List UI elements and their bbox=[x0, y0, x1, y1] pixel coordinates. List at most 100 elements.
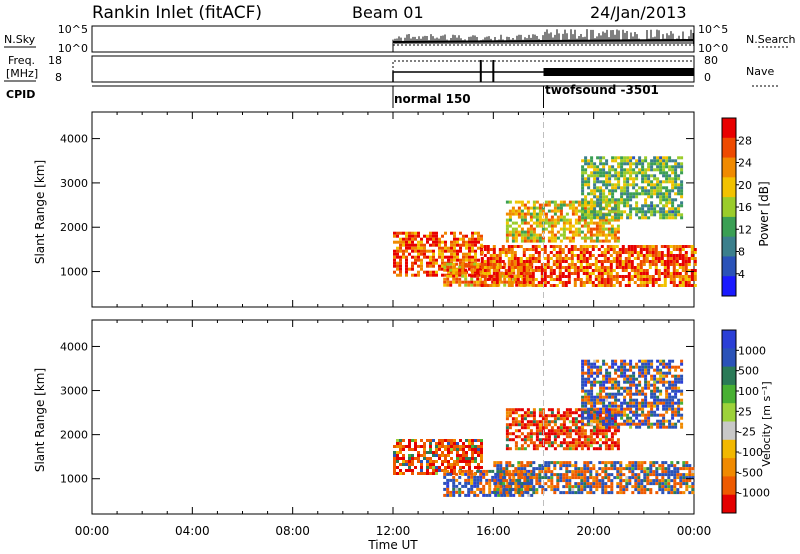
echo-cell bbox=[502, 482, 506, 486]
echo-cell bbox=[638, 389, 642, 393]
echo-cell bbox=[680, 171, 684, 175]
echo-cell bbox=[623, 359, 627, 363]
colorbar-tick-label: 20 bbox=[738, 179, 752, 192]
echo-cell bbox=[595, 435, 599, 439]
echo-cell bbox=[597, 284, 601, 287]
echo-cell bbox=[574, 426, 578, 430]
echo-cell bbox=[653, 210, 657, 214]
echo-cell bbox=[680, 192, 684, 196]
echo-cell bbox=[626, 201, 630, 205]
echo-cell bbox=[641, 213, 645, 217]
echo-cell bbox=[629, 368, 633, 372]
echo-cell bbox=[558, 266, 562, 269]
echo-cell bbox=[562, 447, 566, 451]
echo-cell bbox=[455, 472, 459, 476]
echo-cell bbox=[677, 177, 681, 181]
echo-cell bbox=[642, 281, 646, 284]
echo-cell bbox=[674, 183, 678, 187]
echo-cell bbox=[633, 245, 637, 248]
echo-cell bbox=[508, 438, 512, 442]
echo-cell bbox=[579, 257, 583, 260]
echo-cell bbox=[414, 231, 417, 235]
echo-cell bbox=[577, 215, 581, 219]
echo-cell bbox=[662, 192, 666, 196]
echo-cell bbox=[547, 408, 551, 412]
echo-cell bbox=[676, 491, 680, 495]
echo-cell bbox=[590, 371, 594, 375]
echo-cell bbox=[680, 413, 684, 417]
echo-cell bbox=[584, 210, 588, 214]
echo-cell bbox=[468, 249, 471, 253]
echo-cell bbox=[544, 426, 548, 430]
echo-cell bbox=[638, 171, 642, 175]
echo-cell bbox=[674, 374, 678, 378]
echo-cell bbox=[449, 265, 453, 269]
echo-cell bbox=[521, 493, 525, 497]
echo-cell bbox=[459, 448, 462, 451]
echo-cell bbox=[447, 454, 450, 457]
colorbar-tick-label: 25 bbox=[738, 405, 752, 418]
echo-cell bbox=[671, 416, 675, 420]
echo-cell bbox=[553, 473, 557, 477]
echo-cell bbox=[629, 374, 633, 378]
echo-cell bbox=[640, 464, 644, 468]
echo-cell bbox=[544, 447, 548, 451]
echo-cell bbox=[650, 410, 654, 414]
echo-cell bbox=[446, 274, 450, 278]
echo-cell bbox=[537, 281, 541, 284]
echo-cell bbox=[527, 493, 531, 497]
echo-cell bbox=[599, 386, 603, 390]
echo-cell bbox=[525, 269, 529, 272]
echo-cell bbox=[501, 248, 505, 251]
echo-cell bbox=[661, 491, 665, 495]
echo-cell bbox=[690, 272, 694, 275]
echo-cell bbox=[550, 239, 554, 243]
echo-cell bbox=[565, 212, 569, 216]
echo-cell bbox=[641, 171, 645, 175]
echo-cell bbox=[576, 269, 580, 272]
echo-cell bbox=[655, 470, 659, 474]
echo-cell bbox=[513, 278, 517, 281]
echo-cell bbox=[652, 470, 656, 474]
echo-cell bbox=[636, 245, 640, 248]
echo-cell bbox=[561, 272, 565, 275]
echo-cell bbox=[598, 482, 602, 486]
echo-cell bbox=[559, 227, 563, 231]
echo-cell bbox=[637, 485, 641, 489]
echo-cell bbox=[399, 246, 402, 250]
echo-cell bbox=[462, 240, 465, 244]
echo-cell bbox=[529, 435, 533, 439]
echo-cell bbox=[662, 210, 666, 214]
echo-cell bbox=[562, 200, 566, 204]
echo-cell bbox=[632, 365, 636, 369]
echo-cell bbox=[635, 401, 639, 405]
echo-cell bbox=[550, 488, 554, 492]
echo-cell bbox=[653, 168, 657, 172]
echo-cell bbox=[654, 254, 658, 257]
echo-cell bbox=[523, 212, 527, 216]
echo-cell bbox=[514, 212, 518, 216]
echo-cell bbox=[597, 275, 601, 278]
echo-cell bbox=[581, 413, 585, 417]
echo-cell bbox=[461, 262, 465, 266]
echo-cell bbox=[537, 251, 541, 254]
echo-cell bbox=[596, 413, 600, 417]
echo-cell bbox=[511, 417, 515, 421]
echo-cell bbox=[661, 482, 665, 486]
echo-cell bbox=[601, 441, 605, 445]
echo-cell bbox=[608, 380, 612, 384]
echo-cell bbox=[641, 407, 645, 411]
echo-cell bbox=[685, 464, 689, 468]
echo-cell bbox=[670, 461, 674, 465]
echo-cell bbox=[641, 210, 645, 214]
echo-cell bbox=[581, 192, 585, 196]
echo-cell bbox=[659, 201, 663, 205]
echo-cell bbox=[614, 189, 618, 193]
echo-cell bbox=[656, 371, 660, 375]
echo-cell bbox=[662, 213, 666, 217]
echo-cell bbox=[613, 461, 617, 465]
echo-cell bbox=[482, 469, 486, 473]
echo-cell bbox=[605, 171, 609, 175]
echo-cell bbox=[574, 441, 578, 445]
echo-cell bbox=[405, 270, 408, 274]
